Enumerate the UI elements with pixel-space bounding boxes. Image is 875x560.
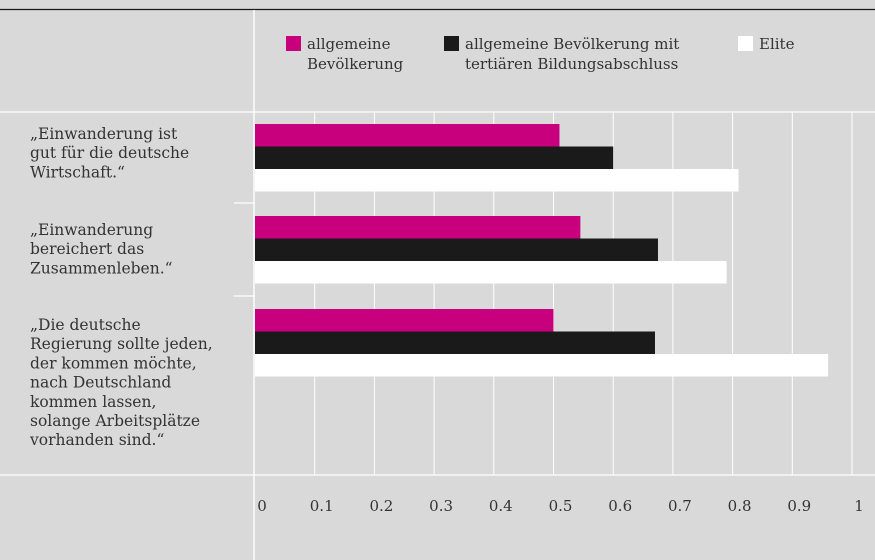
- bars: [255, 124, 829, 377]
- legend-label: Bevölkerung: [307, 55, 404, 73]
- x-tick-label: 0.1: [310, 497, 334, 515]
- bar: [255, 331, 655, 354]
- bar: [255, 309, 554, 332]
- legend-item: allgemeine Bevölkerung mit tertiären Bild…: [444, 35, 679, 73]
- category-label-line: kommen lassen,: [30, 393, 156, 411]
- bar: [255, 124, 560, 147]
- category-label-line: der kommen möchte,: [30, 354, 197, 372]
- category-label-line: nach Deutschland: [30, 374, 171, 392]
- category-label-line: vorhanden sind.“: [29, 431, 164, 449]
- category-label-line: „Einwanderung: [30, 221, 153, 239]
- category-label-line: „Einwanderung ist: [30, 125, 178, 143]
- chart-frame: [0, 8, 875, 560]
- legend-label: Elite: [759, 35, 795, 53]
- x-tick-label: 0.3: [429, 497, 453, 515]
- category-label-line: gut für die deutsche: [30, 144, 189, 162]
- legend-swatch: [444, 36, 459, 51]
- x-tick-label: 0.2: [369, 497, 393, 515]
- legend-swatch: [286, 36, 301, 51]
- category-label-line: „Die deutsche: [30, 316, 141, 334]
- x-tick-label: 0.9: [787, 497, 811, 515]
- legend-label: tertiären Bildungsabschluss: [465, 55, 678, 73]
- category-label-line: Wirtschaft.“: [30, 163, 125, 181]
- x-tick-label: 0.5: [549, 497, 573, 515]
- x-axis-tick-labels: 0 0.1 0.2 0.3 0.4 0.5 0.6 0.7 0.8 0.9 1: [257, 497, 864, 515]
- x-tick-label: 0.6: [608, 497, 632, 515]
- x-tick-label: 1: [854, 497, 864, 515]
- category-label-line: Regierung sollte jeden,: [30, 335, 213, 353]
- category-label-line: solange Arbeitsplätze: [30, 412, 200, 430]
- category-label-line: Zusammenleben.“: [30, 259, 173, 277]
- x-tick-label: 0.7: [668, 497, 692, 515]
- legend-label: allgemeine Bevölkerung mit: [465, 35, 679, 53]
- legend-swatch: [738, 36, 753, 51]
- category-label: „Die deutsche Regierung sollte jeden, der …: [29, 316, 213, 449]
- x-tick-label: 0: [257, 497, 267, 515]
- x-tick-label: 0.8: [728, 497, 752, 515]
- bar: [255, 238, 658, 261]
- bar: [255, 169, 739, 192]
- x-tick-label: 0.4: [489, 497, 513, 515]
- category-labels: „Einwanderung ist gut für die deutsche Wir…: [29, 125, 213, 449]
- bar: [255, 216, 581, 239]
- category-label: „Einwanderung ist gut für die deutsche Wir…: [30, 125, 189, 181]
- legend-label: allgemeine: [307, 35, 391, 53]
- category-label: „Einwanderung bereichert das Zusammenleben…: [30, 221, 173, 277]
- category-label-line: bereichert das: [30, 240, 144, 258]
- bar: [255, 354, 829, 377]
- bar: [255, 261, 727, 284]
- legend-item: allgemeine Bevölkerung: [286, 35, 404, 73]
- legend-item: Elite: [738, 35, 795, 53]
- bar: [255, 146, 614, 169]
